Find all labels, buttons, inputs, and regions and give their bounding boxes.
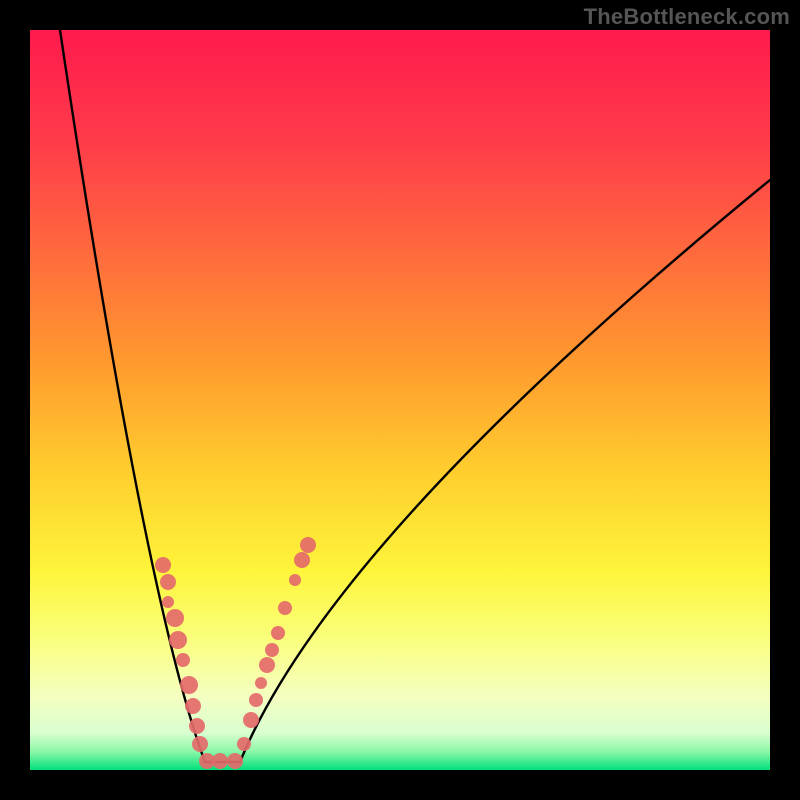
- data-dot: [180, 676, 198, 694]
- chart-frame: TheBottleneck.com: [0, 0, 800, 800]
- data-dot: [265, 643, 279, 657]
- data-dot: [185, 698, 201, 714]
- data-dot: [237, 737, 251, 751]
- data-dot: [255, 677, 267, 689]
- data-dot: [249, 693, 263, 707]
- chart-svg: [0, 0, 800, 800]
- data-dot: [176, 653, 190, 667]
- data-dot: [212, 753, 228, 769]
- data-dot: [155, 557, 171, 573]
- data-dot: [259, 657, 275, 673]
- data-dot: [162, 596, 174, 608]
- data-dot: [166, 609, 184, 627]
- data-dot: [243, 712, 259, 728]
- data-dot: [278, 601, 292, 615]
- data-dot: [227, 753, 243, 769]
- plot-area: [30, 30, 770, 770]
- data-dot: [169, 631, 187, 649]
- watermark-text: TheBottleneck.com: [584, 4, 790, 30]
- data-dot: [192, 736, 208, 752]
- data-dot: [189, 718, 205, 734]
- data-dot: [160, 574, 176, 590]
- data-dot: [294, 552, 310, 568]
- data-dot: [300, 537, 316, 553]
- data-dot: [271, 626, 285, 640]
- data-dot: [289, 574, 301, 586]
